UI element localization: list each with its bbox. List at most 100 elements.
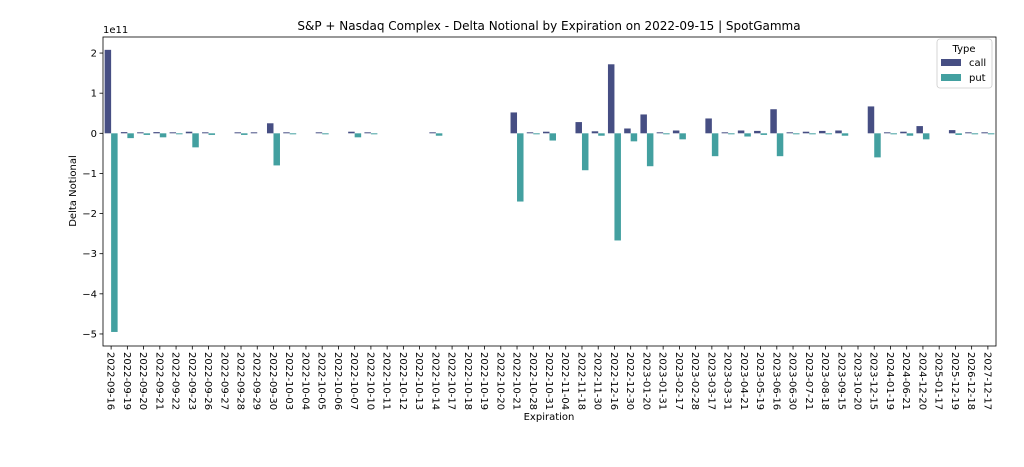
y-axis: 2 1 0 −1 −2 −3 −4 −5 <box>82 49 103 340</box>
bar-put-2023-03-31 <box>728 133 735 135</box>
bar-put-2023-01-20 <box>646 133 654 167</box>
x-tick-label: 2022-11-04 <box>559 352 570 410</box>
bar-put-2022-09-22 <box>176 133 183 135</box>
x-tick-label: 2023-01-31 <box>657 352 668 410</box>
x-tick-label: 2022-10-19 <box>478 352 489 410</box>
bar-call-2023-12-15 <box>867 106 875 134</box>
x-tick-label: 2023-02-28 <box>689 352 700 410</box>
bar-put-2025-12-19 <box>955 133 962 135</box>
bar-put-2022-11-18 <box>581 133 589 171</box>
legend-label-call: call <box>969 58 986 69</box>
bar-call-2026-12-18 <box>965 132 972 134</box>
chart-title: S&P + Nasdaq Complex - Delta Notional by… <box>297 19 800 33</box>
bar-put-2022-10-28 <box>533 133 540 135</box>
bar-call-2023-06-30 <box>786 132 794 134</box>
x-tick-label: 2023-08-18 <box>819 352 830 410</box>
bar-call-2027-12-17 <box>981 132 988 134</box>
x-tick-label: 2023-01-20 <box>640 352 651 410</box>
bar-put-2022-12-30 <box>630 133 638 142</box>
bar-call-2023-03-17 <box>705 118 712 134</box>
bar-put-2024-12-20 <box>922 133 930 140</box>
bar-call-2022-11-18 <box>575 122 582 134</box>
bar-call-2022-09-29 <box>250 132 258 134</box>
bar-put-2022-09-23 <box>192 133 199 148</box>
x-tick-label: 2023-09-15 <box>835 352 846 410</box>
x-tick-label: 2022-10-13 <box>413 352 424 410</box>
bar-call-2022-10-28 <box>526 132 534 134</box>
bar-put-2022-10-03 <box>289 133 297 135</box>
x-tick-label: 2022-10-04 <box>299 352 310 410</box>
x-tick-label: 2023-05-19 <box>754 352 765 410</box>
x-tick-label: 2023-03-17 <box>705 352 716 410</box>
bar-put-2022-10-31 <box>549 133 556 141</box>
legend: Type call put <box>936 38 993 89</box>
bar-put-2026-12-18 <box>971 133 979 135</box>
bar-put-2022-09-16 <box>111 133 118 332</box>
bar-put-2024-06-21 <box>906 133 914 136</box>
bar-put-2022-09-21 <box>159 133 167 138</box>
bar-put-2022-10-05 <box>322 133 329 135</box>
bar-call-2022-09-26 <box>202 132 209 134</box>
legend-swatch-call <box>941 59 961 66</box>
x-tick-label: 2023-10-20 <box>851 352 862 410</box>
bar-put-2023-02-17 <box>679 133 686 140</box>
bar-call-2022-12-16 <box>607 64 615 134</box>
bar-put-2023-01-31 <box>663 133 670 135</box>
x-tick-label: 2022-09-22 <box>170 352 181 410</box>
bar-put-2022-12-16 <box>614 133 621 241</box>
bar-call-2022-09-21 <box>153 132 160 134</box>
bar-put-2023-05-19 <box>760 133 768 135</box>
bar-put-2022-11-30 <box>598 133 605 136</box>
x-tick-label: 2022-12-30 <box>624 352 635 410</box>
bar-call-2024-12-20 <box>916 126 923 134</box>
bar-put-2027-12-17 <box>987 133 995 135</box>
bar-put-2023-06-30 <box>793 133 800 135</box>
bar-put-2022-09-26 <box>208 133 216 135</box>
bar-call-2023-04-21 <box>737 130 745 134</box>
x-tick-label: 2022-10-07 <box>348 352 359 410</box>
x-tick-label: 2023-07-21 <box>803 352 814 410</box>
x-tick-label: 2022-09-28 <box>235 352 246 410</box>
bar-call-2022-09-19 <box>120 132 128 134</box>
bar-put-2024-01-19 <box>890 133 897 135</box>
bar-call-2022-10-21 <box>510 112 518 134</box>
bar-call-2023-03-31 <box>721 132 729 134</box>
x-tick-label: 2022-09-21 <box>153 352 164 410</box>
x-tick-label: 2025-01-17 <box>933 352 944 410</box>
bar-call-2022-10-03 <box>283 132 290 134</box>
bar-call-2023-01-20 <box>640 114 647 134</box>
x-tick-label: 2022-11-18 <box>575 352 586 410</box>
bar-put-2022-10-07 <box>354 133 362 138</box>
bar-call-2022-12-30 <box>624 128 631 134</box>
x-tick-label: 2022-09-20 <box>137 352 148 410</box>
bar-call-2022-09-16 <box>104 49 112 134</box>
x-tick-label: 2023-02-17 <box>673 352 684 410</box>
bar-call-2022-09-28 <box>234 132 242 134</box>
y-tick-label: −3 <box>82 249 97 260</box>
bar-call-2023-09-15 <box>835 130 842 134</box>
x-tick-label: 2026-12-18 <box>965 352 976 410</box>
y-tick-label: 2 <box>91 49 97 60</box>
bar-call-2023-05-19 <box>754 130 761 134</box>
bar-call-2022-10-31 <box>543 131 550 134</box>
x-tick-label: 2027-12-17 <box>981 352 992 410</box>
bar-call-2023-01-31 <box>656 132 664 134</box>
bar-call-2022-10-07 <box>348 131 355 134</box>
x-tick-label: 2022-09-16 <box>105 352 116 410</box>
x-tick-label: 2022-09-26 <box>202 352 213 410</box>
bar-put-2023-06-16 <box>776 133 784 157</box>
x-tick-label: 2024-12-20 <box>916 352 927 410</box>
x-tick-label: 2023-04-21 <box>738 352 749 410</box>
bar-call-2022-11-30 <box>591 131 599 134</box>
bar-call-2023-06-16 <box>770 109 777 134</box>
x-tick-label: 2023-06-30 <box>787 352 798 410</box>
y-axis-label: Delta Notional <box>68 155 79 227</box>
bar-call-2022-09-20 <box>137 132 144 134</box>
y-tick-label: −2 <box>82 209 97 220</box>
x-tick-label: 2022-09-23 <box>186 352 197 410</box>
bar-call-2025-12-19 <box>948 130 956 134</box>
bar-put-2022-10-21 <box>517 133 524 202</box>
x-tick-label: 2024-01-19 <box>884 352 895 410</box>
x-tick-label: 2022-10-05 <box>316 352 327 410</box>
